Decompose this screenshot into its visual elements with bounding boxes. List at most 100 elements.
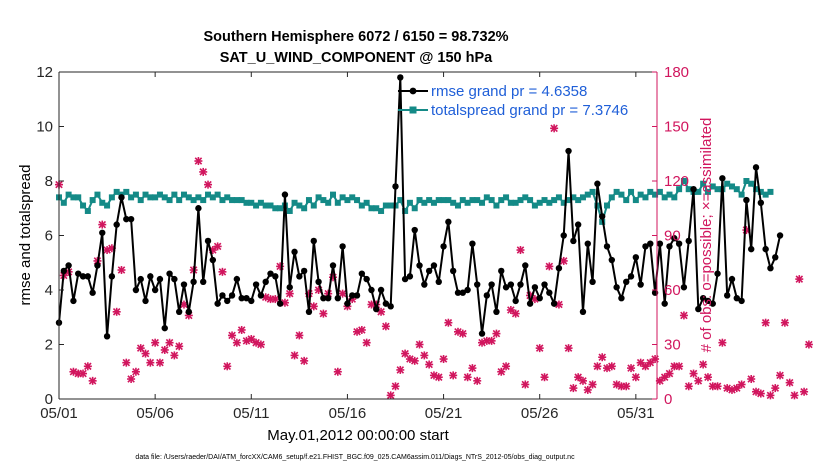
- obs-marker: [391, 382, 400, 391]
- obs-marker: [228, 331, 237, 340]
- rmse-point: [541, 281, 548, 288]
- totalspread-point: [402, 207, 409, 214]
- rmse-point: [315, 278, 322, 286]
- rmse-point: [272, 273, 279, 280]
- rmse-point: [320, 294, 327, 302]
- totalspread-point: [104, 202, 111, 209]
- rmse-point: [526, 300, 534, 307]
- rmse-point: [647, 240, 654, 247]
- rmse-point: [560, 232, 567, 239]
- rmse-point: [70, 297, 77, 305]
- rmse-point: [574, 221, 582, 228]
- rmse-point: [776, 232, 784, 239]
- totalspread-point: [339, 194, 346, 201]
- totalspread-point: [123, 188, 130, 195]
- rmse-point: [175, 308, 183, 315]
- rmse-point: [762, 245, 769, 253]
- totalspread-point: [171, 191, 178, 198]
- totalspread-point: [541, 197, 548, 204]
- totalspread-point: [262, 202, 269, 209]
- rmse-point: [224, 297, 231, 305]
- totalspread-point: [536, 199, 543, 206]
- y-axis-ticks: 0 2 4 6 8 10 12: [36, 64, 64, 408]
- totalspread-point: [584, 191, 591, 198]
- rmse-point: [748, 245, 755, 253]
- totalspread-point: [440, 197, 447, 204]
- totalspread-point: [166, 197, 173, 204]
- y2-axis-label: # of obs: o=possible; ×=assimilated: [698, 118, 715, 353]
- totalspread-point: [628, 188, 635, 195]
- totalspread-point: [60, 199, 67, 206]
- obs-marker: [309, 302, 318, 311]
- totalspread-point: [459, 197, 466, 204]
- obs-marker: [357, 325, 366, 334]
- rmse-point: [531, 284, 539, 291]
- y-axis-label: rmse and totalspread: [17, 165, 34, 306]
- rmse-point: [478, 330, 486, 337]
- rmse-point: [699, 294, 707, 302]
- totalspread-point: [757, 188, 764, 195]
- obs-marker: [598, 353, 607, 362]
- rmse-point: [281, 191, 289, 198]
- rmse-point: [209, 256, 217, 264]
- obs-marker: [439, 355, 448, 364]
- obs-marker: [703, 373, 712, 382]
- rmse-point: [517, 281, 524, 288]
- totalspread-point: [454, 202, 461, 209]
- obs-marker: [646, 358, 655, 367]
- rmse-point: [401, 275, 409, 283]
- obs-marker: [146, 358, 155, 367]
- totalspread-point: [435, 197, 442, 204]
- totalspread-point: [180, 191, 187, 198]
- y2-tick-label: 60: [664, 282, 681, 299]
- obs-marker: [213, 242, 222, 251]
- legend: rmse grand pr = 4.6358 totalspread grand…: [398, 83, 628, 119]
- obs-marker: [535, 344, 544, 353]
- obs-marker: [766, 391, 775, 400]
- rmse-point: [474, 281, 481, 288]
- obs-marker: [362, 338, 371, 347]
- rmse-point: [488, 281, 495, 288]
- rmse-point: [642, 243, 649, 250]
- totalspread-point: [330, 191, 337, 198]
- obs-marker: [660, 373, 669, 382]
- obs-marker: [752, 387, 761, 396]
- rmse-point: [248, 297, 255, 305]
- rmse-point: [300, 267, 308, 275]
- rmse-point: [204, 237, 212, 245]
- obs-marker: [160, 345, 169, 354]
- rmse-point: [445, 218, 452, 226]
- totalspread-point: [555, 194, 562, 201]
- totalspread-point: [426, 197, 433, 204]
- totalspread-point: [493, 202, 500, 209]
- rmse-point: [406, 273, 414, 280]
- obs-marker: [218, 267, 227, 276]
- rmse-point: [507, 281, 515, 288]
- totalspread-point: [503, 194, 510, 201]
- obs-marker: [141, 349, 150, 358]
- obs-marker: [627, 364, 636, 373]
- rmse-point: [310, 237, 317, 245]
- rmse-point: [166, 270, 173, 277]
- rmse-point: [565, 147, 572, 155]
- totalspread-point: [421, 199, 428, 206]
- rmse-point: [608, 256, 616, 264]
- totalspread-point: [238, 197, 245, 204]
- rmse-point: [127, 215, 135, 223]
- obs-marker: [795, 275, 804, 284]
- rmse-point: [675, 240, 683, 247]
- rmse-point: [589, 278, 596, 286]
- totalspread-point: [147, 194, 154, 201]
- totalspread-point: [75, 194, 82, 201]
- totalspread-point: [531, 202, 538, 209]
- obs-marker: [631, 373, 640, 382]
- rmse-point: [214, 300, 221, 307]
- rmse-point: [536, 294, 543, 302]
- totalspread-point: [704, 188, 711, 195]
- totalspread-point: [358, 202, 365, 209]
- obs-marker: [170, 351, 179, 360]
- obs-marker: [761, 318, 770, 327]
- totalspread-point: [94, 191, 101, 198]
- obs-marker: [747, 375, 756, 384]
- totalspread-point: [132, 191, 139, 198]
